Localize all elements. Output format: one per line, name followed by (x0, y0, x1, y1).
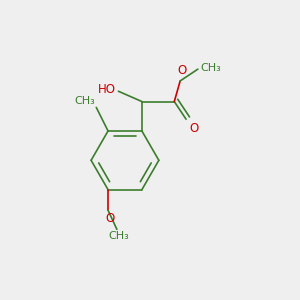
Text: O: O (177, 64, 186, 77)
Text: CH₃: CH₃ (74, 96, 95, 106)
Text: O: O (105, 212, 114, 225)
Text: CH₃: CH₃ (108, 231, 129, 241)
Text: CH₃: CH₃ (201, 63, 221, 73)
Text: O: O (190, 122, 199, 135)
Text: HO: HO (98, 83, 116, 96)
